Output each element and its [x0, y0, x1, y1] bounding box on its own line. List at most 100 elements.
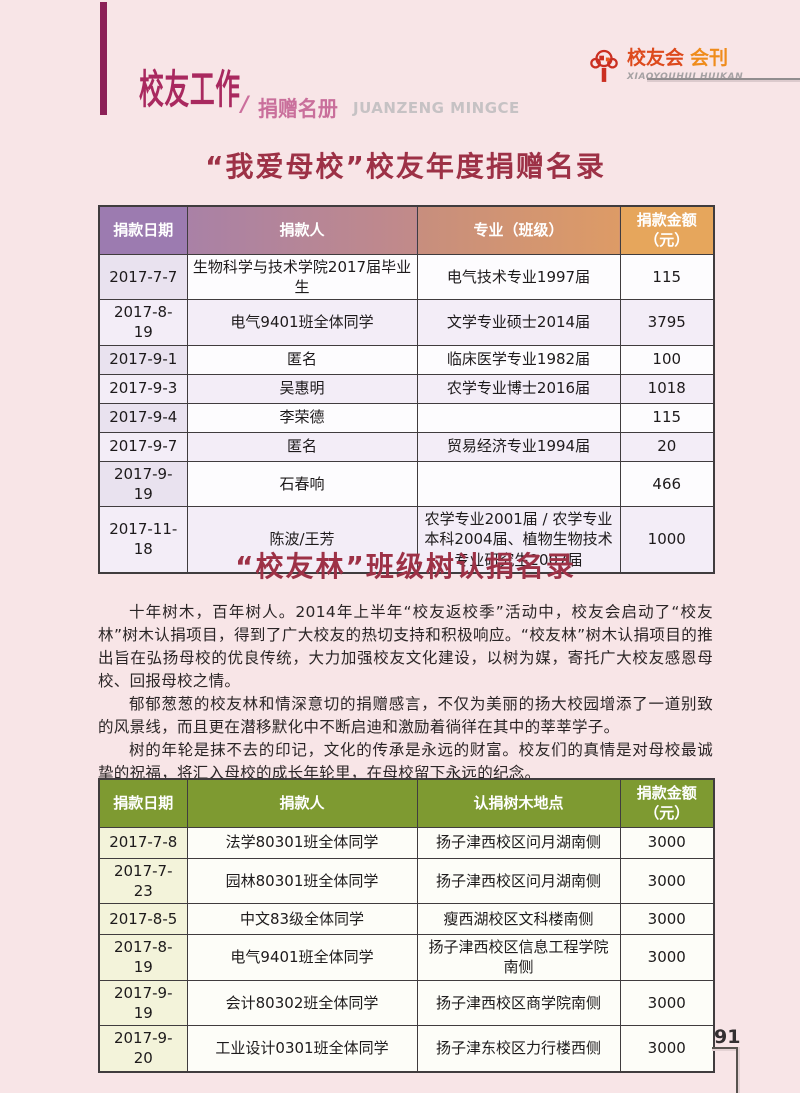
donation-col-donor: 捐款人 — [186, 205, 418, 255]
donation-row: 2017-9-19 石春响 466 — [98, 460, 715, 507]
tree-date-cell: 2017-9-20 — [98, 1025, 188, 1072]
journal-name: 校友会 — [627, 47, 685, 69]
journal-type: 会刊 — [690, 47, 729, 69]
tree-location-cell: 瘦西湖校区文科楼南侧 — [416, 903, 621, 935]
donation-date-cell: 2017-8-19 — [98, 299, 188, 346]
donation-major-cell: 临床医学专业1982届 — [416, 344, 621, 375]
page-number-rule-vertical — [736, 1047, 738, 1093]
tree-donor-cell: 园林80301班全体同学 — [186, 857, 418, 904]
tree-location-cell: 扬子津西校区问月湖南侧 — [416, 857, 621, 904]
donation-date-cell: 2017-9-19 — [98, 460, 188, 507]
tree-row: 2017-8-5 中文83级全体同学 瘦西湖校区文科楼南侧 3000 — [98, 903, 715, 935]
donation-col-major: 专业（班级） — [416, 205, 621, 255]
donation-donor-cell: 石春响 — [186, 460, 418, 507]
tree-row: 2017-9-20 工业设计0301班全体同学 扬子津东校区力行楼西侧 3000 — [98, 1025, 715, 1072]
tree-amount-cell: 3000 — [619, 857, 715, 904]
donation-donor-cell: 匿名 — [186, 344, 418, 375]
title-divider: / — [241, 92, 249, 116]
tree-donor-cell: 工业设计0301班全体同学 — [186, 1025, 418, 1072]
tree-amount-cell: 3000 — [619, 934, 715, 981]
tree-icon — [590, 49, 618, 82]
donation-amount-cell: 1000 — [619, 505, 715, 574]
tree-date-cell: 2017-8-19 — [98, 934, 188, 981]
donation-donor-cell: 匿名 — [186, 431, 418, 462]
donation-major-cell — [416, 402, 621, 433]
donation-header-row: 捐款日期 捐款人 专业（班级） 捐款金额 （元） — [98, 205, 715, 255]
tree-location-cell: 扬子津西校区商学院南侧 — [416, 979, 621, 1026]
donation-major-cell: 贸易经济专业1994届 — [416, 431, 621, 462]
page-number: 91 — [714, 1026, 741, 1048]
donation-amount-cell: 1018 — [619, 373, 715, 404]
tree-donor-cell: 电气9401班全体同学 — [186, 934, 418, 981]
donation-donor-cell: 生物科学与技术学院2017届毕业生 — [186, 253, 418, 300]
donation-row: 2017-9-4 李荣德 115 — [98, 402, 715, 433]
donation-major-cell: 农学专业博士2016届 — [416, 373, 621, 404]
donation-row: 2017-9-7 匿名 贸易经济专业1994届 20 — [98, 431, 715, 462]
tree-donor-cell: 法学80301班全体同学 — [186, 826, 418, 859]
tree-row: 2017-8-19 电气9401班全体同学 扬子津西校区信息工程学院南侧 300… — [98, 934, 715, 981]
donation-major-cell: 农学专业2001届 / 农学专业本科2004届、植物生物技术专业研究生2007届 — [416, 505, 621, 574]
donation-date-cell: 2017-9-3 — [98, 373, 188, 404]
donation-amount-cell: 20 — [619, 431, 715, 462]
tree-date-cell: 2017-7-8 — [98, 826, 188, 859]
tree-pledge-table: 捐款日期 捐款人 认捐树木地点 捐款金额 （元） 2017-7-8 法学8030… — [98, 778, 715, 1073]
tree-col-amount: 捐款金额 （元） — [619, 778, 715, 828]
donation-col-amount: 捐款金额 （元） — [619, 205, 715, 255]
donation-donor-cell: 电气9401班全体同学 — [186, 299, 418, 346]
donation-section-title: “我爱母校”校友年度捐赠名录 — [205, 150, 606, 183]
donation-donor-cell: 吴惠明 — [186, 373, 418, 404]
donation-row: 2017-11-18 陈波/王芳 农学专业2001届 / 农学专业本科2004届… — [98, 505, 715, 574]
donation-date-cell: 2017-9-7 — [98, 431, 188, 462]
donation-date-cell: 2017-9-4 — [98, 402, 188, 433]
tree-header-row: 捐款日期 捐款人 认捐树木地点 捐款金额 （元） — [98, 778, 715, 828]
donation-major-cell: 电气技术专业1997届 — [416, 253, 621, 300]
donation-col-date: 捐款日期 — [98, 205, 188, 255]
intro-paragraph: 郁郁葱葱的校友林和情深意切的捐赠感言，不仅为美丽的扬大校园增添了一道别致的风景线… — [98, 695, 713, 736]
tree-section-intro: 十年树木，百年树人。2014年上半年“校友返校季”活动中，校友会启动了“校友林”… — [98, 601, 713, 785]
page-section-subtitle-pinyin: JUANZENG MINGCE — [353, 99, 520, 117]
tree-location-cell: 扬子津东校区力行楼西侧 — [416, 1025, 621, 1072]
journal-title: 校友会 会刊 — [627, 48, 743, 69]
intro-paragraph: 树的年轮是抹不去的印记，文化的传承是永远的财富。校友们的真情是对母校最诚挚的祝福… — [98, 741, 713, 782]
donation-amount-cell: 466 — [619, 460, 715, 507]
page-number-rule-horizontal — [712, 1047, 738, 1049]
donation-major-cell — [416, 460, 621, 507]
tree-location-cell: 扬子津西校区问月湖南侧 — [416, 826, 621, 859]
donation-row: 2017-7-7 生物科学与技术学院2017届毕业生 电气技术专业1997届 1… — [98, 253, 715, 300]
donation-donor-cell: 李荣德 — [186, 402, 418, 433]
tree-row: 2017-9-19 会计80302班全体同学 扬子津西校区商学院南侧 3000 — [98, 979, 715, 1026]
brand-vertical-bar — [100, 2, 107, 115]
tree-row: 2017-7-23 园林80301班全体同学 扬子津西校区问月湖南侧 3000 — [98, 857, 715, 904]
donation-row: 2017-9-3 吴惠明 农学专业博士2016届 1018 — [98, 373, 715, 404]
tree-row: 2017-7-8 法学80301班全体同学 扬子津西校区问月湖南侧 3000 — [98, 826, 715, 859]
tree-donor-cell: 会计80302班全体同学 — [186, 979, 418, 1026]
donation-date-cell: 2017-9-1 — [98, 344, 188, 375]
tree-col-location: 认捐树木地点 — [416, 778, 621, 828]
intro-paragraph: 十年树木，百年树人。2014年上半年“校友返校季”活动中，校友会启动了“校友林”… — [98, 603, 713, 690]
donation-amount-cell: 3795 — [619, 299, 715, 346]
donation-major-cell: 文学专业硕士2014届 — [416, 299, 621, 346]
donation-date-cell: 2017-7-7 — [98, 253, 188, 300]
tree-amount-cell: 3000 — [619, 826, 715, 859]
journal-title-block: 校友会 会刊 XIAOYOUHUI HUIKAN — [627, 48, 743, 82]
tree-amount-cell: 3000 — [619, 903, 715, 935]
donation-date-cell: 2017-11-18 — [98, 505, 188, 574]
tree-location-cell: 扬子津西校区信息工程学院南侧 — [416, 934, 621, 981]
page-section-subtitle: 捐赠名册 — [258, 97, 338, 121]
donation-amount-cell: 115 — [619, 253, 715, 300]
tree-date-cell: 2017-8-5 — [98, 903, 188, 935]
tree-donor-cell: 中文83级全体同学 — [186, 903, 418, 935]
tree-col-donor: 捐款人 — [186, 778, 418, 828]
donation-row: 2017-8-19 电气9401班全体同学 文学专业硕士2014届 3795 — [98, 299, 715, 346]
tree-section-title: “校友林”班级树认捐名录 — [235, 550, 576, 583]
donation-amount-cell: 100 — [619, 344, 715, 375]
tree-date-cell: 2017-9-19 — [98, 979, 188, 1026]
donation-amount-cell: 115 — [619, 402, 715, 433]
donation-table: 捐款日期 捐款人 专业（班级） 捐款金额 （元） 2017-7-7 生物科学与技… — [98, 205, 715, 574]
tree-date-cell: 2017-7-23 — [98, 857, 188, 904]
page-section-title: 校友工作 — [139, 67, 241, 113]
journal-pinyin: XIAOYOUHUI HUIKAN — [627, 71, 744, 82]
journal-logo: 校友会 会刊 XIAOYOUHUI HUIKAN — [589, 48, 743, 84]
tree-col-date: 捐款日期 — [98, 778, 188, 828]
donation-row: 2017-9-1 匿名 临床医学专业1982届 100 — [98, 344, 715, 375]
